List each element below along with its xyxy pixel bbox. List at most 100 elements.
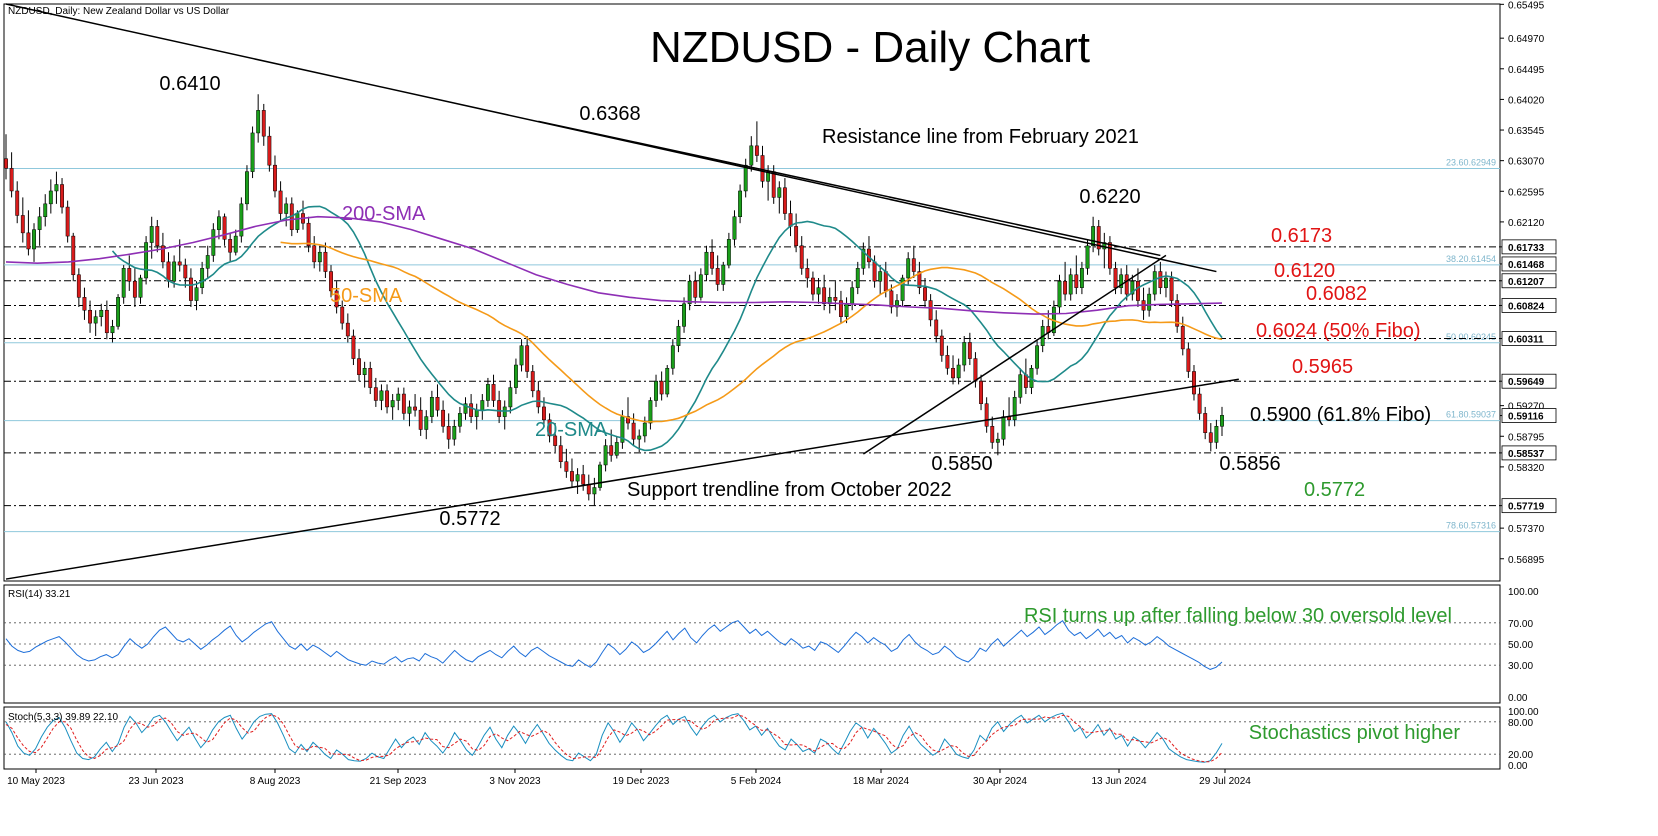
- chart-header: NZDUSD, Daily: New Zealand Dollar vs US …: [8, 6, 230, 17]
- candle-body: [900, 277, 905, 301]
- candle-body: [121, 268, 126, 298]
- candle-body: [906, 258, 911, 279]
- candle-body: [799, 245, 804, 269]
- rsi-tick-label: 100.00: [1508, 587, 1539, 598]
- price-tag-label: 0.59116: [1508, 412, 1544, 423]
- candle-body: [1152, 271, 1157, 295]
- price-tag-label: 0.58537: [1508, 449, 1545, 460]
- candle-body: [261, 110, 266, 137]
- rsi-tick-label: 70.00: [1508, 619, 1533, 630]
- candle-body: [939, 335, 944, 356]
- candle-body: [810, 277, 815, 295]
- candle-body: [536, 390, 541, 408]
- candle-body: [547, 419, 552, 437]
- candle-body: [183, 264, 188, 279]
- candle-body: [878, 271, 883, 282]
- price-tick-label: 0.58320: [1508, 463, 1545, 474]
- stoch-header: Stoch(5,3,3) 39.89 22.10: [8, 712, 119, 723]
- candle-body: [71, 235, 76, 276]
- price-tag-box: [1501, 408, 1557, 423]
- stoch-tick-label: 100.00: [1508, 707, 1539, 718]
- candle-body: [317, 251, 322, 263]
- date-label: 10 May 2023: [7, 776, 65, 787]
- candle-body: [794, 226, 799, 247]
- candle-body: [984, 403, 989, 427]
- candle-body: [4, 158, 8, 169]
- candle-body: [267, 135, 272, 166]
- candle-body: [603, 445, 608, 466]
- candle-body: [670, 345, 675, 369]
- upper_channel-trendline: [538, 120, 1161, 257]
- high-0410-label: 0.6410: [159, 73, 220, 95]
- candle-body: [934, 319, 939, 337]
- date-label: 21 Sep 2023: [370, 776, 427, 787]
- date-label: 13 Jun 2024: [1091, 776, 1146, 787]
- candle-body: [217, 216, 221, 230]
- candle-body: [43, 203, 48, 217]
- candle-body: [956, 364, 961, 379]
- candle-body: [429, 397, 434, 417]
- candle-body: [205, 255, 210, 269]
- candle-body: [15, 190, 20, 216]
- candle-body: [457, 413, 462, 427]
- candle-body: [138, 277, 143, 298]
- candle-body: [592, 487, 597, 495]
- candle-body: [20, 215, 25, 234]
- candle-body: [1001, 416, 1006, 440]
- candle-body: [676, 326, 681, 346]
- candle-body: [1124, 274, 1129, 295]
- sma200-line: [5, 215, 1223, 315]
- candle-body: [889, 290, 894, 308]
- candle-body: [648, 400, 653, 424]
- candle-body: [698, 274, 703, 298]
- candle-body: [1192, 371, 1196, 395]
- candle-body: [726, 239, 731, 266]
- candle-body: [396, 393, 401, 401]
- candle-body: [200, 268, 205, 288]
- price-tag-label: 0.60824: [1508, 301, 1545, 312]
- candle-body: [570, 471, 574, 482]
- fibo-label: 50.00.60245: [1446, 332, 1496, 342]
- moving-averages: [5, 205, 1223, 452]
- candle-body: [155, 226, 160, 247]
- candle-body: [480, 400, 485, 411]
- main-panel-frame: [3, 3, 1501, 582]
- candle-body: [637, 435, 642, 440]
- price-tick-label: 0.64020: [1508, 95, 1545, 106]
- trendlines: [5, 3, 1239, 580]
- price-tick-label: 0.56895: [1508, 555, 1545, 566]
- date-label: 23 Jun 2023: [128, 776, 183, 787]
- date-label: 3 Nov 2023: [489, 776, 541, 787]
- candle-body: [256, 110, 261, 134]
- candle-body: [586, 484, 591, 495]
- candle-body: [1208, 432, 1213, 443]
- candle-body: [1079, 268, 1084, 288]
- candle-body: [362, 368, 367, 375]
- candle-body: [1035, 345, 1040, 369]
- candle-body: [995, 438, 1000, 443]
- level-label: 0.6120: [1274, 260, 1335, 282]
- candle-body: [855, 268, 860, 288]
- stoch-annotation: Stochastics pivot higher: [1249, 722, 1461, 744]
- candle-body: [687, 280, 692, 305]
- candle-body: [1147, 293, 1152, 311]
- date-label: 18 Mar 2024: [853, 776, 910, 787]
- level-label: 0.6173: [1271, 225, 1332, 247]
- price-tick-label: 0.62120: [1508, 218, 1545, 229]
- stoch-signal-line: [5, 714, 1223, 763]
- rsi-header: RSI(14) 33.21: [8, 589, 71, 600]
- low-5856-label: 0.5856: [1219, 453, 1280, 475]
- candle-body: [172, 261, 177, 282]
- candle-body: [385, 390, 389, 408]
- high-0368-label: 0.6368: [579, 103, 640, 125]
- candle-body: [732, 216, 737, 240]
- candle-body: [323, 251, 328, 272]
- candle-body: [463, 403, 468, 414]
- candle-body: [32, 229, 36, 250]
- candle-body: [160, 245, 165, 263]
- candle-body: [631, 422, 636, 440]
- rsi-plot: 100.00 70.00 50.00 30.00 0.00: [4, 587, 1539, 704]
- high-0220-label: 0.6220: [1079, 186, 1140, 208]
- level-label: 0.6024 (50% Fibo): [1256, 320, 1421, 342]
